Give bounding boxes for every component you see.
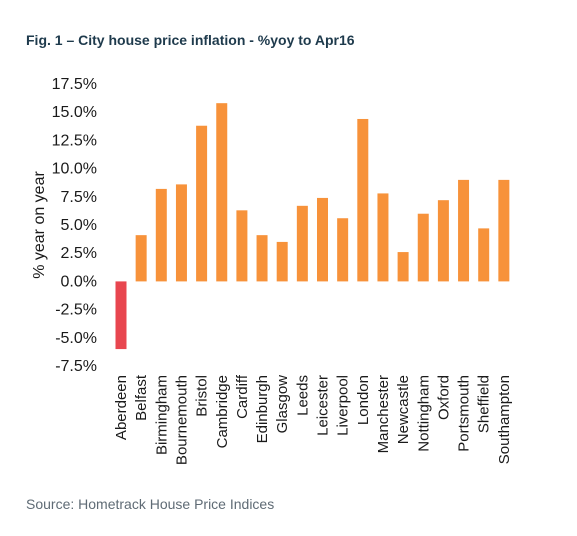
x-tick-label: Leeds [294, 375, 311, 416]
bar [337, 218, 349, 282]
y-tick-label: 12.5% [52, 132, 97, 149]
x-tick-label: Glasgow [274, 375, 291, 434]
bar [377, 193, 389, 282]
y-tick-label: 5.0% [61, 217, 97, 234]
x-tick-label: Birmingham [153, 375, 170, 455]
bar [175, 184, 187, 282]
y-tick-label: -2.5% [55, 302, 97, 319]
y-axis-label: % year on year [31, 171, 48, 279]
x-tick-label: Sheffield [476, 375, 493, 433]
bar [196, 125, 208, 282]
bar [276, 241, 288, 282]
y-tick-label: 2.5% [61, 245, 97, 262]
x-tick-label: Bristol [194, 375, 211, 417]
x-tick-label: Aberdeen [113, 375, 130, 440]
x-tick-label: Nottingham [415, 375, 432, 452]
x-tick-label: Cardiff [234, 374, 251, 419]
y-tick-label: 10.0% [52, 161, 97, 178]
x-tick-label: Portsmouth [456, 375, 473, 452]
bar [478, 228, 490, 282]
bar [417, 213, 429, 282]
x-tick-label: Liverpool [335, 375, 352, 436]
x-tick-label: Southampton [496, 375, 513, 464]
bar [437, 200, 449, 282]
bar [458, 179, 470, 282]
bar [115, 281, 127, 350]
bar [317, 197, 328, 282]
y-tick-label: 17.5% [52, 76, 97, 93]
bar [216, 103, 228, 282]
bar [256, 235, 268, 282]
bar [155, 188, 167, 282]
bar [357, 118, 369, 282]
bar [135, 235, 147, 282]
source-note: Source: Hometrack House Price Indices [26, 496, 275, 512]
y-tick-label: 7.5% [61, 189, 97, 206]
bar [296, 205, 308, 282]
bar [498, 179, 510, 282]
x-tick-label: London [355, 375, 372, 425]
x-tick-label: Bournemouth [173, 375, 190, 465]
x-tick-label: Edinburgh [254, 375, 271, 443]
x-tick-label: Leicester [315, 375, 332, 436]
x-tick-label: Newcastle [395, 375, 412, 444]
x-tick-label: Manchester [375, 375, 392, 453]
bar [397, 252, 409, 282]
x-tick-label: Belfast [133, 374, 150, 421]
x-tick-label: Cambridge [214, 375, 231, 448]
y-tick-label: 0.0% [61, 273, 97, 290]
y-tick-label: -7.5% [55, 358, 97, 375]
chart-title: Fig. 1 – City house price inflation - %y… [26, 32, 355, 48]
x-tick-label: Oxford [435, 375, 452, 420]
y-tick-label: -5.0% [55, 330, 97, 347]
bar [236, 210, 248, 282]
y-tick-label: 15.0% [52, 104, 97, 121]
